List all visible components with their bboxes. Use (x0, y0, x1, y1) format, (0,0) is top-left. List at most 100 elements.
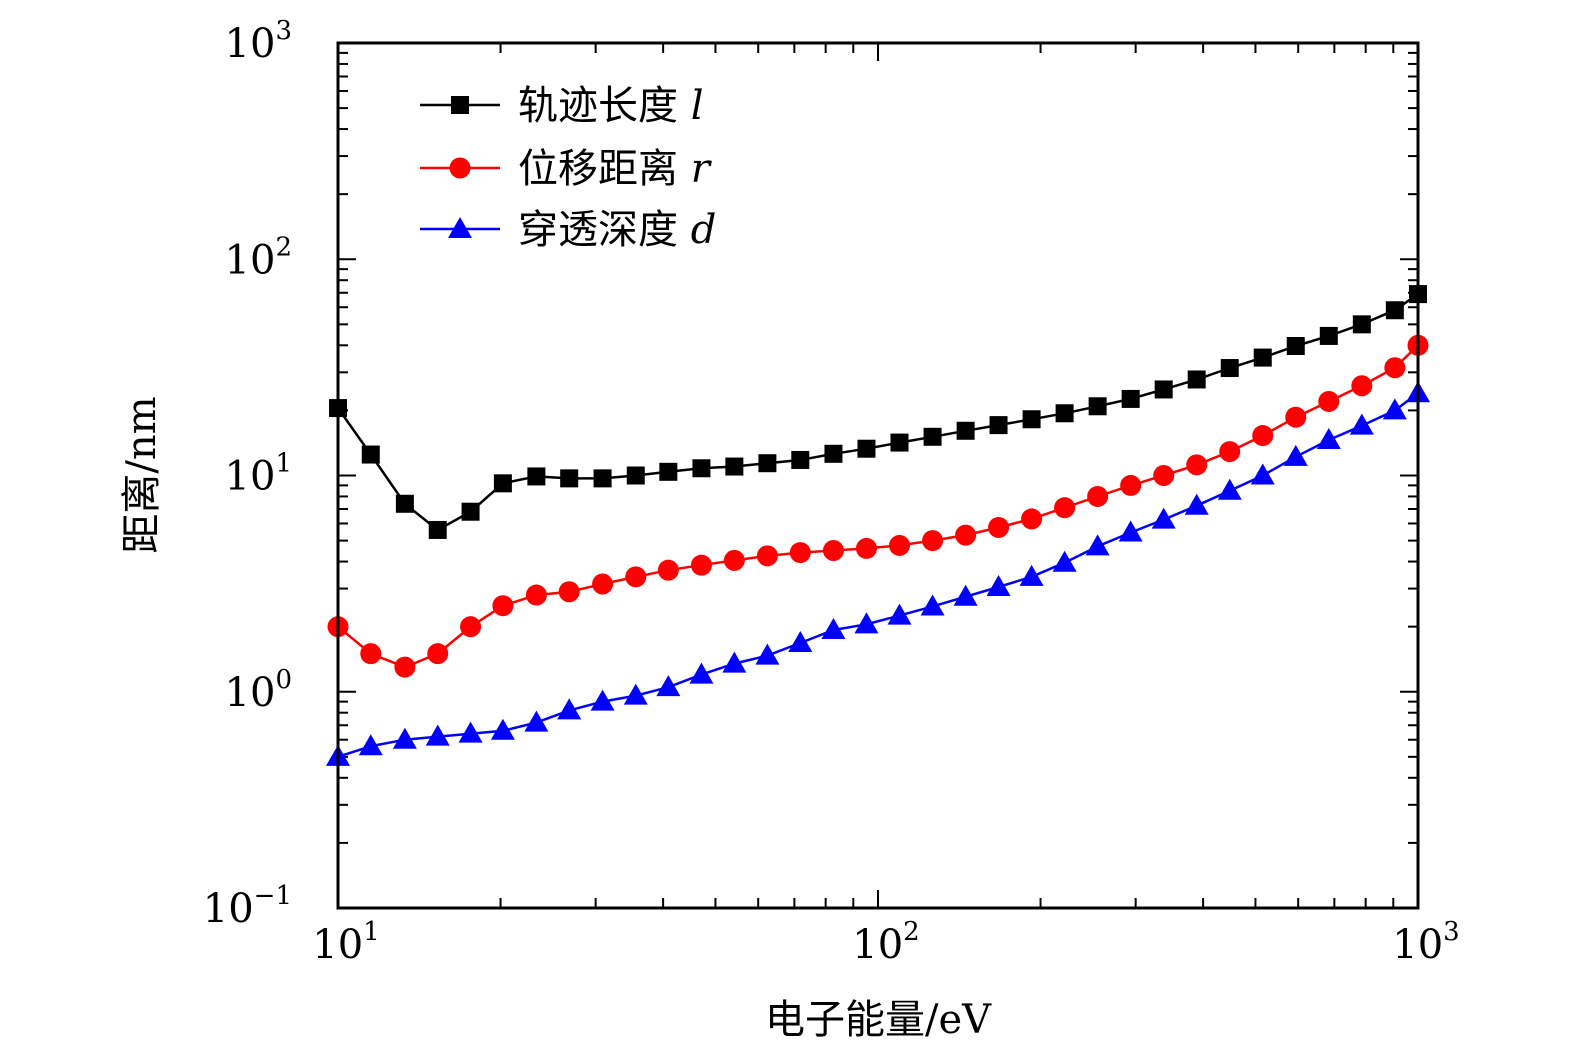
data-point-l (626, 466, 645, 485)
data-point-r (460, 616, 482, 638)
y-axis-title: 距离/nm (119, 396, 165, 553)
data-point-l (1220, 359, 1239, 378)
data-point-d (986, 575, 1011, 597)
data-point-d (1085, 534, 1110, 556)
data-point-l (1154, 380, 1173, 399)
data-point-l (956, 421, 975, 440)
data-point-l (428, 520, 447, 539)
y-tick-label: 103 (225, 16, 292, 67)
data-point-l (1055, 404, 1074, 423)
data-point-r (1318, 390, 1340, 412)
data-point-d (788, 631, 813, 653)
data-point-d (1283, 444, 1308, 466)
data-point-l (1088, 397, 1107, 416)
data-point-d (920, 594, 945, 616)
series-line-l (336, 293, 1419, 532)
series-line-r (337, 344, 1419, 669)
x-tick-label: 101 (312, 917, 379, 968)
data-point-l (1352, 315, 1371, 334)
data-point-d (755, 643, 780, 665)
y-tick-label: 100 (225, 665, 292, 716)
data-point-r (988, 516, 1010, 538)
data-point-d (656, 675, 681, 697)
data-point-l (493, 474, 512, 493)
data-point-d (887, 603, 912, 625)
series-d (326, 381, 1430, 766)
data-point-r (955, 524, 977, 546)
data-point-d (1250, 463, 1275, 485)
data-point-d (590, 689, 615, 711)
data-point-d (1349, 413, 1374, 435)
data-point-r (1285, 406, 1307, 428)
legend-label: 轨迹长度 l (518, 83, 704, 129)
x-axis-title: 电子能量/eV (765, 997, 992, 1043)
legend-marker (448, 217, 472, 238)
data-point-r (1021, 508, 1043, 530)
data-point-l (857, 439, 876, 458)
data-point-l (890, 433, 909, 452)
data-point-l (361, 445, 380, 464)
data-point-r (723, 549, 745, 571)
legend-item-r: 位移距离 r (420, 146, 713, 192)
data-point-d (358, 734, 383, 756)
data-point-l (1187, 370, 1206, 389)
data-point-d (821, 617, 846, 639)
data-point-d (1184, 493, 1209, 515)
legend-marker (451, 96, 469, 114)
data-point-r (657, 559, 679, 581)
data-point-l (1253, 348, 1272, 367)
data-point-l (923, 427, 942, 446)
data-point-d (689, 662, 714, 684)
data-point-r (625, 566, 647, 588)
data-point-d (1217, 478, 1242, 500)
data-point-d (854, 612, 879, 634)
series-r (327, 334, 1429, 678)
data-point-r (1252, 425, 1274, 447)
y-tick-label: 102 (225, 232, 292, 283)
y-tick-label: 101 (225, 449, 292, 500)
data-point-r (525, 584, 547, 606)
data-point-d (1052, 550, 1077, 572)
legend: 轨迹长度 l 位移距离 r 穿透深度 d (420, 83, 716, 253)
data-point-r (888, 534, 910, 556)
data-point-l (824, 444, 843, 463)
legend-marker (449, 157, 471, 179)
data-point-r (558, 581, 580, 603)
data-point-l (692, 459, 711, 478)
data-point-d (623, 683, 648, 705)
data-point-r (855, 537, 877, 559)
data-point-r (360, 643, 382, 665)
legend-label: 位移距离 r (518, 146, 713, 192)
plot-frame (336, 41, 1420, 910)
data-point-l (1385, 301, 1404, 320)
data-point-r (492, 595, 514, 617)
data-point-r (690, 554, 712, 576)
data-point-l (527, 467, 546, 486)
data-point-r (789, 542, 811, 564)
data-point-l (593, 469, 612, 488)
data-point-d (425, 724, 450, 746)
data-point-d (490, 718, 515, 740)
data-point-r (1054, 497, 1076, 519)
data-point-d (557, 698, 582, 720)
legend-label: 穿透深度 d (518, 207, 716, 253)
data-point-r (1351, 375, 1373, 397)
data-point-r (394, 656, 416, 678)
data-point-l (1286, 337, 1305, 356)
data-point-d (953, 584, 978, 606)
data-point-r (922, 530, 944, 552)
series-layer (326, 285, 1430, 766)
data-point-r (822, 539, 844, 561)
data-point-l (725, 457, 744, 476)
data-point-r (1087, 485, 1109, 507)
data-point-l (1319, 326, 1338, 345)
data-point-r (427, 643, 449, 665)
data-point-d (722, 651, 747, 673)
data-point-d (458, 721, 483, 743)
data-point-l (758, 454, 777, 473)
series-l (329, 285, 1427, 539)
y-tick-label: 10−1 (203, 881, 292, 932)
data-point-l (560, 469, 579, 488)
data-point-d (1019, 564, 1044, 586)
